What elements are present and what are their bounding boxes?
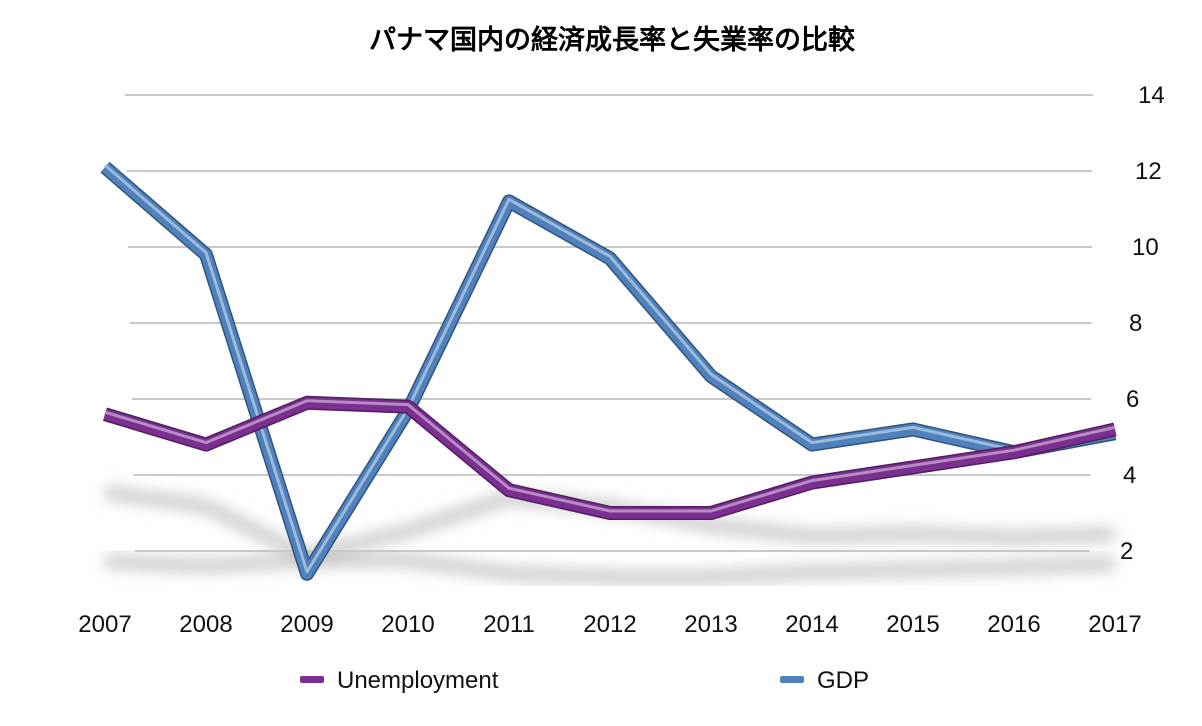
series-line-gdp	[100, 161, 1117, 581]
series-shadow	[104, 551, 1116, 585]
x-tick-label: 2010	[381, 611, 434, 638]
x-tick-label: 2012	[583, 611, 636, 638]
series-shadows	[103, 484, 1116, 585]
x-tick-label: 2007	[78, 611, 131, 638]
y-tick-label: 10	[1132, 234, 1159, 261]
y-tick-label: 14	[1138, 82, 1165, 109]
x-tick-label: 2009	[280, 611, 333, 638]
legend-label: GDP	[817, 667, 869, 694]
y-tick-label: 8	[1129, 310, 1142, 337]
x-tick-label: 2008	[179, 611, 232, 638]
series-lines	[100, 161, 1117, 581]
chart-title: パナマ国内の経済成長率と失業率の比較	[369, 24, 856, 56]
series-line-unemployment	[102, 395, 1117, 520]
y-tick-label: 12	[1135, 158, 1162, 185]
x-tick-label: 2014	[785, 611, 838, 638]
x-tick-label: 2011	[483, 611, 535, 638]
x-tick-label: 2017	[1088, 611, 1141, 638]
x-axis-ticks: 2007 2008 2009 2010 2011 2012 2013 2014 2015 2016…	[78, 611, 1141, 638]
y-tick-label: 6	[1126, 386, 1139, 413]
y-axis-ticks: 2 4 6 8 10 12 14	[1120, 82, 1165, 565]
x-tick-label: 2015	[886, 611, 939, 638]
gridlines	[125, 94, 1093, 552]
x-tick-label: 2013	[684, 611, 737, 638]
x-tick-label: 2016	[987, 611, 1040, 638]
y-tick-label: 4	[1123, 462, 1136, 489]
legend-swatch	[780, 676, 804, 683]
legend-label: Unemployment	[337, 667, 499, 694]
legend-swatch	[300, 676, 324, 683]
series-shadow	[103, 484, 1116, 565]
legend: Unemployment GDP	[300, 667, 869, 694]
y-tick-label: 2	[1120, 538, 1133, 565]
